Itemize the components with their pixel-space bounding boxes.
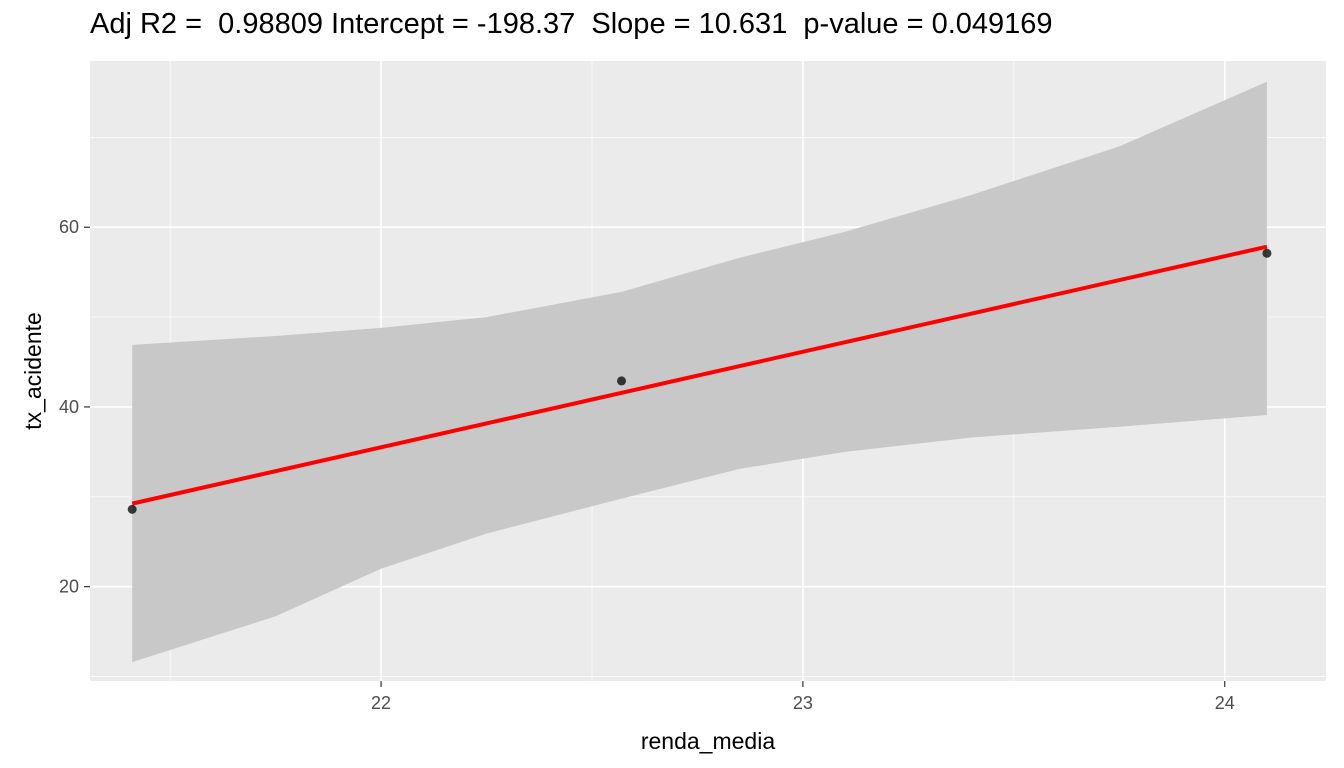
y-tick-label: 20 xyxy=(59,577,79,597)
x-axis-ticks: 22 23 24 xyxy=(371,681,1235,713)
confidence-band xyxy=(132,81,1267,663)
x-tick-label: 22 xyxy=(371,693,391,713)
data-points xyxy=(127,248,1272,514)
data-point xyxy=(1262,248,1272,258)
data-point xyxy=(127,504,137,514)
chart-title: Adj R2 = 0.98809 Intercept = -198.37 Slo… xyxy=(90,8,1053,40)
y-tick-label: 40 xyxy=(59,397,79,417)
regression-line xyxy=(131,244,1268,506)
x-tick-label: 24 xyxy=(1215,693,1235,713)
y-axis-ticks: 20 40 60 xyxy=(59,217,90,597)
x-axis-title: renda_media xyxy=(641,728,775,754)
x-tick-label: 23 xyxy=(793,693,813,713)
y-axis-title: tx_acidente xyxy=(20,312,46,430)
y-tick-label: 60 xyxy=(59,217,79,237)
data-point xyxy=(617,376,627,386)
